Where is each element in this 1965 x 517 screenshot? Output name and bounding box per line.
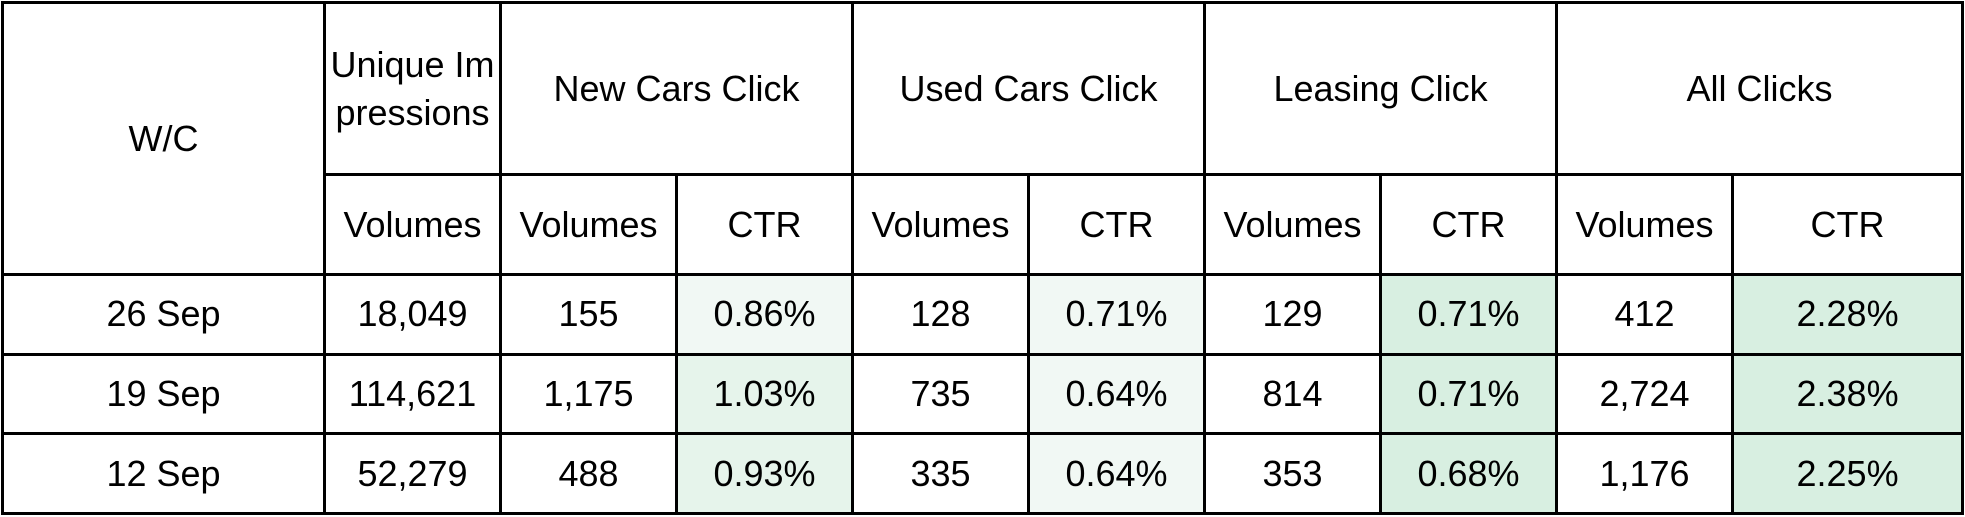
table-row: 26 Sep 18,049 155 0.86% 128 0.71% 129 0.… — [1, 273, 1965, 356]
header-wc: W/C — [1, 1, 326, 276]
cell-used-volumes: 128 — [851, 273, 1030, 356]
subheader-new-ctr: CTR — [675, 173, 854, 276]
cell-used-volumes: 735 — [851, 352, 1030, 436]
subheader-impressions-volumes: Volumes — [323, 173, 502, 276]
cell-all-ctr: 2.38% — [1731, 352, 1965, 436]
subheader-used-ctr: CTR — [1026, 173, 1207, 276]
cell-new-ctr: 0.93% — [675, 432, 854, 515]
subheader-all-ctr: CTR — [1731, 173, 1965, 276]
cell-new-ctr: 1.03% — [675, 352, 854, 436]
subheader-new-volumes: Volumes — [499, 173, 678, 276]
cell-all-ctr: 2.28% — [1731, 273, 1965, 356]
cell-wc: 26 Sep — [1, 273, 326, 356]
cell-new-volumes: 488 — [499, 432, 678, 515]
cell-new-volumes: 155 — [499, 273, 678, 356]
cell-new-volumes: 1,175 — [499, 352, 678, 436]
cell-leasing-ctr: 0.71% — [1379, 273, 1559, 356]
cell-impressions: 52,279 — [323, 432, 502, 515]
cell-leasing-volumes: 814 — [1203, 352, 1383, 436]
cell-leasing-volumes: 353 — [1203, 432, 1383, 515]
cell-used-ctr: 0.64% — [1026, 352, 1207, 436]
header-all-clicks: All Clicks — [1555, 1, 1965, 176]
cell-leasing-volumes: 129 — [1203, 273, 1383, 356]
cell-all-volumes: 412 — [1555, 273, 1735, 356]
header-new-cars-click: New Cars Click — [499, 1, 854, 176]
header-row-top: W/C Unique Impressions New Cars Click Us… — [1, 1, 1965, 276]
cell-all-volumes: 1,176 — [1555, 432, 1735, 515]
subheader-used-volumes: Volumes — [851, 173, 1030, 276]
subheader-leasing-volumes: Volumes — [1203, 173, 1383, 276]
cell-wc: 19 Sep — [1, 352, 326, 436]
cell-leasing-ctr: 0.68% — [1379, 432, 1559, 515]
cell-impressions: 18,049 — [323, 273, 502, 356]
header-leasing-click: Leasing Click — [1203, 1, 1559, 176]
cell-used-ctr: 0.71% — [1026, 273, 1207, 356]
cell-new-ctr: 0.86% — [675, 273, 854, 356]
cell-all-ctr: 2.25% — [1731, 432, 1965, 515]
cell-wc: 12 Sep — [1, 432, 326, 515]
table-row: 12 Sep 52,279 488 0.93% 335 0.64% 353 0.… — [1, 432, 1965, 515]
cell-all-volumes: 2,724 — [1555, 352, 1735, 436]
cell-leasing-ctr: 0.71% — [1379, 352, 1559, 436]
cell-used-ctr: 0.64% — [1026, 432, 1207, 515]
header-row-sub: Volumes Volumes CTR Volumes CTR Volumes … — [3, 173, 1965, 276]
header-used-cars-click: Used Cars Click — [850, 1, 1207, 176]
table-row: 19 Sep 114,621 1,175 1.03% 735 0.64% 814… — [1, 352, 1965, 436]
cell-used-volumes: 335 — [851, 432, 1030, 515]
subheader-all-volumes: Volumes — [1555, 173, 1735, 276]
subheader-leasing-ctr: CTR — [1379, 173, 1559, 276]
header-unique-impressions: Unique Impressions — [323, 1, 502, 176]
cell-impressions: 114,621 — [323, 352, 502, 436]
